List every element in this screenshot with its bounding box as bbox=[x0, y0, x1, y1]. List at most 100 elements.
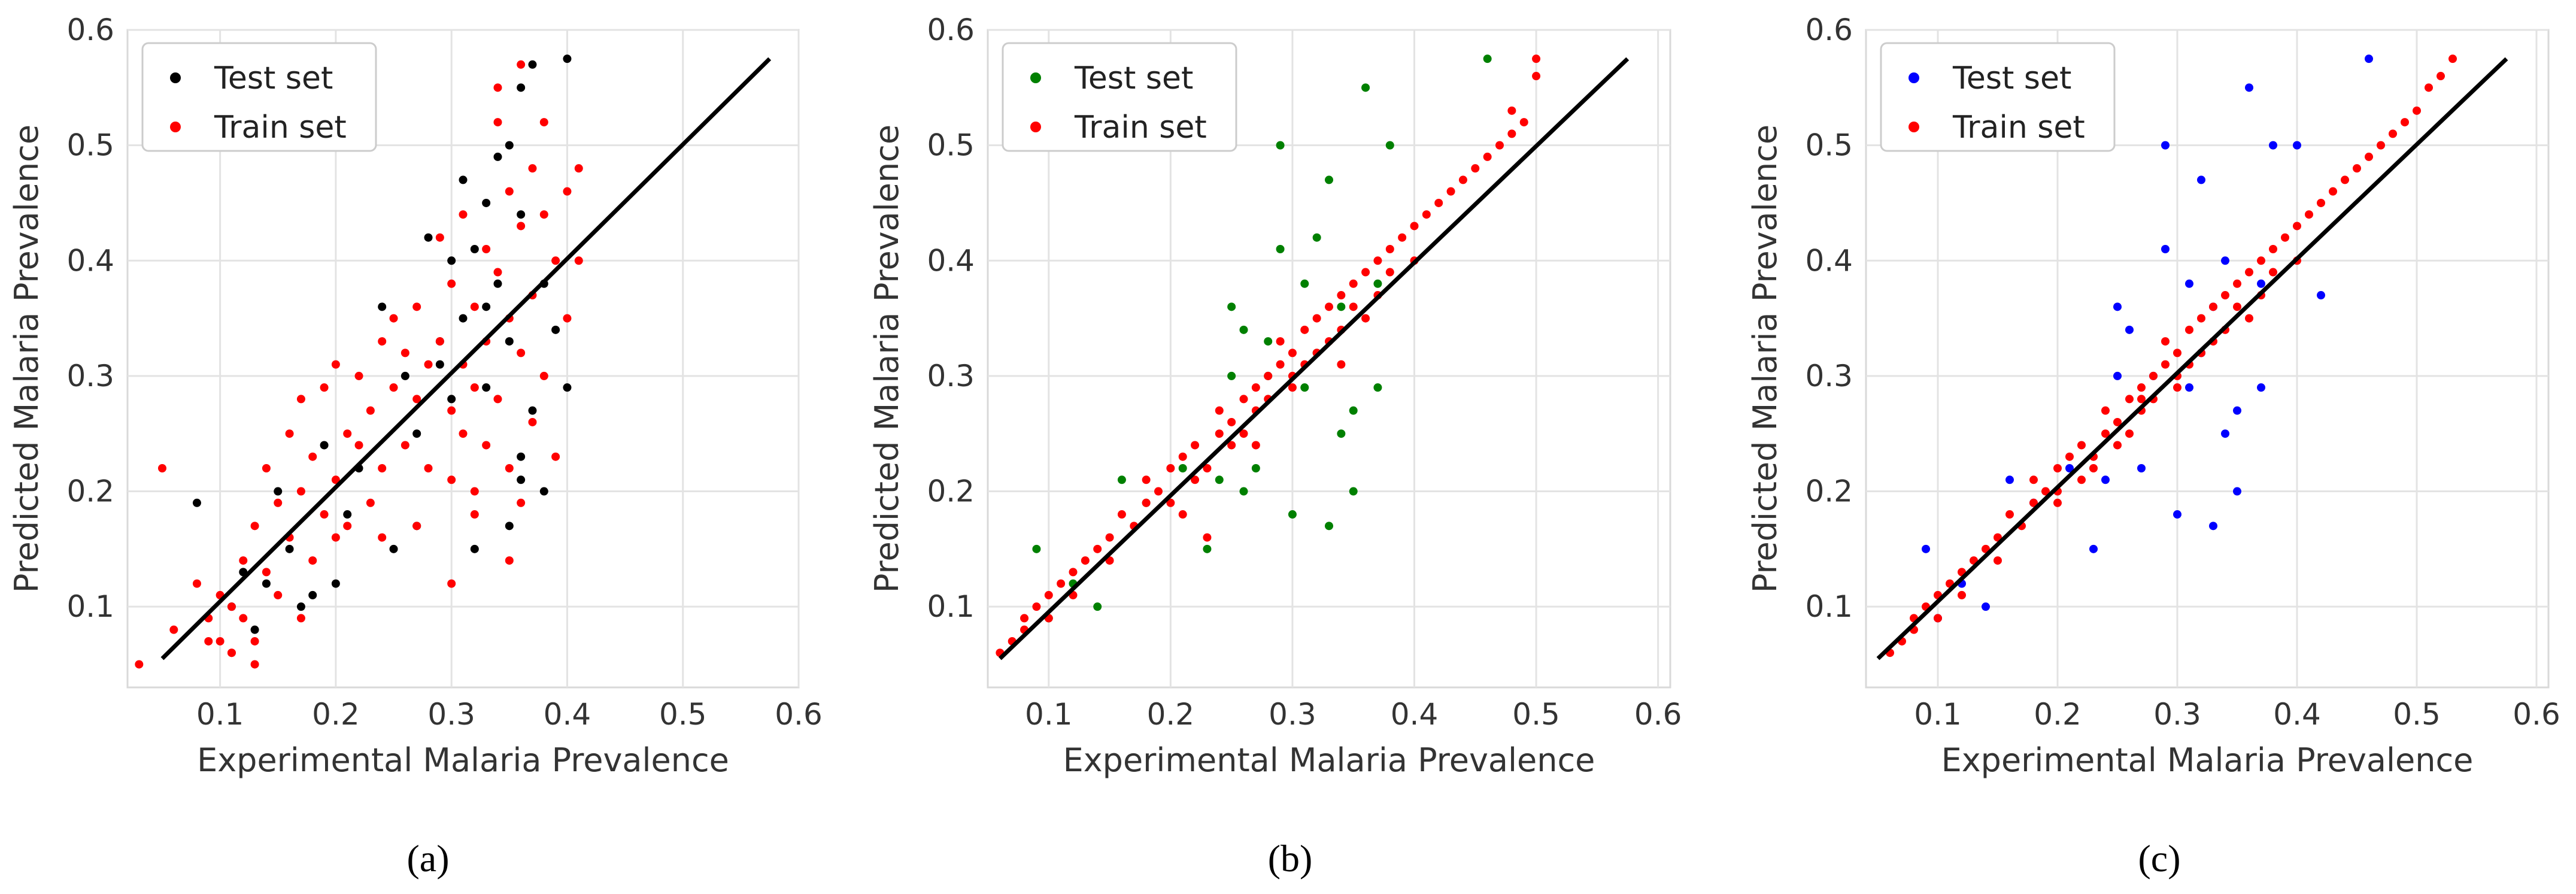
train-point bbox=[424, 464, 433, 472]
train-point bbox=[2101, 429, 2110, 438]
y-tick-label: 0.6 bbox=[1805, 13, 1853, 47]
test-point bbox=[262, 579, 271, 588]
legend-label: Test set bbox=[214, 60, 333, 96]
test-point bbox=[1483, 54, 1492, 63]
train-point bbox=[1142, 498, 1151, 507]
train-point bbox=[378, 533, 387, 542]
train-point bbox=[331, 360, 340, 369]
train-point bbox=[1178, 452, 1187, 461]
test-point bbox=[1325, 175, 1333, 184]
train-point bbox=[2197, 314, 2205, 323]
test-point bbox=[1337, 302, 1346, 311]
train-point bbox=[2005, 510, 2014, 519]
train-point bbox=[563, 314, 572, 323]
train-point bbox=[447, 579, 456, 588]
train-point bbox=[250, 637, 259, 646]
test-point bbox=[528, 406, 537, 415]
test-point bbox=[435, 360, 444, 369]
test-point bbox=[285, 544, 294, 553]
test-point bbox=[2185, 383, 2193, 392]
train-point bbox=[2161, 337, 2170, 346]
test-point bbox=[400, 371, 409, 380]
test-point bbox=[1251, 464, 1260, 472]
test-point bbox=[1982, 602, 1990, 611]
reference-line bbox=[1876, 57, 2508, 660]
legend-marker bbox=[170, 72, 181, 83]
legend-marker bbox=[1030, 72, 1041, 83]
train-point bbox=[274, 590, 283, 599]
train-point bbox=[1349, 302, 1358, 311]
test-point bbox=[2221, 429, 2229, 438]
train-point bbox=[2029, 475, 2038, 484]
train-point bbox=[1300, 325, 1309, 334]
test-point bbox=[424, 233, 433, 242]
train-point bbox=[354, 441, 363, 450]
train-point bbox=[1507, 106, 1516, 115]
train-point bbox=[493, 395, 502, 404]
train-point bbox=[1020, 614, 1029, 623]
train-point bbox=[296, 614, 305, 623]
test-point bbox=[517, 475, 526, 484]
train-point bbox=[1203, 533, 1212, 542]
test-point bbox=[1227, 302, 1236, 311]
train-point bbox=[2053, 464, 2062, 472]
train-point bbox=[505, 187, 514, 196]
train-point bbox=[2329, 187, 2337, 196]
test-point bbox=[459, 175, 468, 184]
train-point bbox=[274, 498, 283, 507]
test-point bbox=[2233, 487, 2241, 496]
train-point bbox=[447, 475, 456, 484]
train-point bbox=[1994, 556, 2002, 565]
train-point bbox=[1434, 198, 1443, 207]
train-point bbox=[2245, 268, 2253, 277]
y-tick-label: 0.4 bbox=[66, 243, 114, 278]
test-point bbox=[2173, 510, 2181, 519]
panel-caption: (c) bbox=[2138, 837, 2180, 880]
train-point bbox=[1239, 429, 1248, 438]
train-point bbox=[551, 452, 560, 461]
train-point bbox=[1032, 602, 1041, 611]
train-point bbox=[412, 395, 421, 404]
legend-label: Train set bbox=[214, 110, 347, 146]
y-axis-label: Predicted Malaria Prevalence bbox=[1746, 125, 1784, 593]
legend-marker bbox=[170, 122, 181, 132]
train-point bbox=[539, 210, 548, 219]
train-point bbox=[459, 429, 468, 438]
train-point bbox=[1288, 383, 1297, 392]
train-point bbox=[1105, 533, 1114, 542]
test-point bbox=[447, 256, 456, 265]
test-point bbox=[2209, 522, 2217, 531]
test-point bbox=[331, 579, 340, 588]
train-point bbox=[1458, 175, 1467, 184]
test-point bbox=[2257, 279, 2265, 288]
train-point bbox=[2113, 417, 2122, 426]
train-point bbox=[539, 118, 548, 127]
test-point bbox=[1312, 233, 1321, 242]
train-point bbox=[1934, 614, 1942, 623]
train-point bbox=[1117, 510, 1126, 519]
train-point bbox=[1532, 72, 1541, 81]
y-tick-label: 0.4 bbox=[1805, 243, 1853, 278]
test-point bbox=[1288, 510, 1297, 519]
x-tick-label: 0.5 bbox=[1512, 697, 1560, 732]
x-tick-label: 0.6 bbox=[1634, 697, 1682, 732]
test-point bbox=[343, 510, 352, 519]
train-point bbox=[378, 337, 387, 346]
train-point bbox=[1154, 487, 1163, 496]
x-tick-label: 0.2 bbox=[312, 697, 360, 732]
legend-label: Train set bbox=[1952, 110, 2085, 146]
train-point bbox=[1251, 441, 1260, 450]
train-point bbox=[400, 348, 409, 357]
y-tick-label: 0.2 bbox=[1805, 474, 1853, 509]
train-point bbox=[1239, 395, 1248, 404]
train-point bbox=[366, 498, 375, 507]
train-point bbox=[239, 614, 248, 623]
train-point bbox=[157, 464, 166, 472]
y-axis-label: Predicted Malaria Prevalence bbox=[8, 125, 45, 593]
train-point bbox=[2221, 291, 2229, 300]
test-point bbox=[2269, 141, 2277, 150]
train-point bbox=[2353, 164, 2361, 173]
x-axis-label: Experimental Malaria Prevalence bbox=[197, 741, 729, 779]
train-point bbox=[1069, 568, 1078, 577]
test-point bbox=[1349, 406, 1358, 415]
